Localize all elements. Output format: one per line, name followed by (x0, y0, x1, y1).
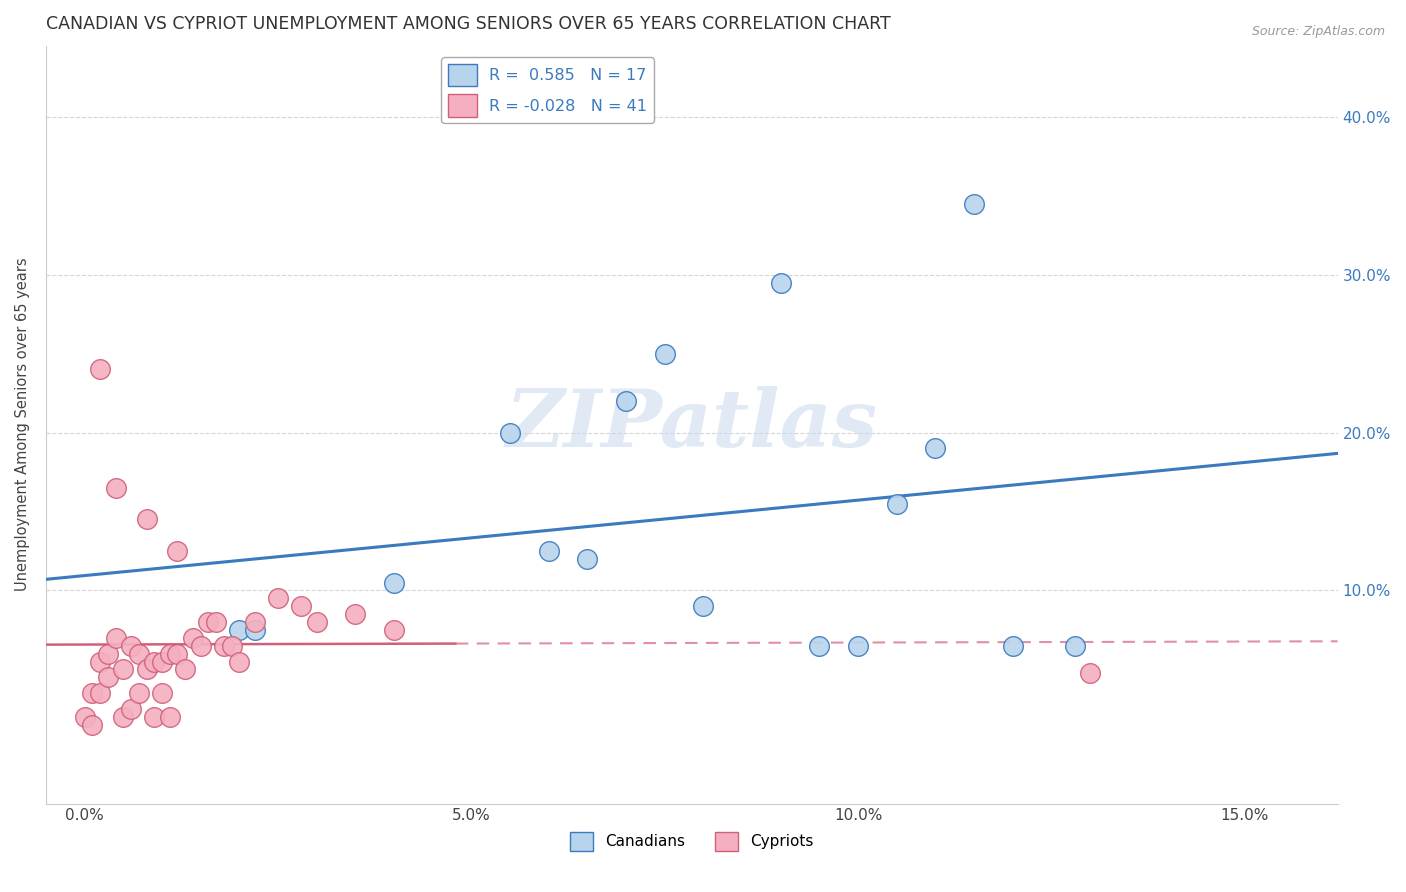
Point (135, 512, 157, 526)
Point (97, 670, 120, 684)
Point (143, 655, 166, 669)
Point (104, 481, 127, 495)
Point (205, 615, 228, 629)
Point (166, 647, 188, 661)
Point (1063, 639, 1085, 653)
Point (159, 647, 181, 661)
Point (104, 631, 127, 645)
Point (120, 639, 142, 653)
Point (290, 599, 312, 614)
Point (128, 647, 150, 661)
Point (97, 647, 120, 661)
Legend: R =  0.585   N = 17, R = -0.028   N = 41: R = 0.585 N = 17, R = -0.028 N = 41 (441, 57, 654, 123)
Point (654, 346, 676, 360)
Point (89, 686, 111, 700)
Point (112, 662, 135, 676)
Point (267, 591, 290, 606)
Point (305, 615, 328, 629)
Point (143, 710, 166, 724)
Point (382, 575, 405, 590)
Point (886, 497, 908, 511)
Point (1001, 639, 1024, 653)
Point (174, 662, 197, 676)
Text: CANADIAN VS CYPRIOT UNEMPLOYMENT AMONG SENIORS OVER 65 YEARS CORRELATION CHART: CANADIAN VS CYPRIOT UNEMPLOYMENT AMONG S… (46, 15, 891, 33)
Point (73, 710, 96, 724)
Point (963, 196, 986, 211)
Point (344, 607, 367, 621)
Point (808, 639, 831, 653)
Point (190, 639, 212, 653)
Point (120, 702, 142, 716)
Point (769, 276, 792, 290)
Point (537, 544, 560, 558)
Point (382, 623, 405, 637)
Point (150, 655, 173, 669)
Y-axis label: Unemployment Among Seniors over 65 years: Unemployment Among Seniors over 65 years (15, 258, 30, 591)
Point (576, 552, 599, 566)
Point (499, 425, 522, 440)
Point (181, 631, 204, 645)
Point (221, 639, 243, 653)
Point (243, 615, 266, 629)
Point (228, 655, 250, 669)
Point (89, 655, 111, 669)
Point (89, 362, 111, 376)
Point (243, 623, 266, 637)
Point (112, 710, 135, 724)
Point (150, 686, 173, 700)
Point (212, 639, 235, 653)
Point (128, 686, 150, 700)
Text: Source: ZipAtlas.com: Source: ZipAtlas.com (1251, 25, 1385, 38)
Point (82, 717, 104, 731)
Point (692, 599, 714, 614)
Text: ZIPatlas: ZIPatlas (506, 386, 877, 463)
Point (159, 710, 181, 724)
Point (197, 615, 219, 629)
Point (228, 623, 250, 637)
Point (924, 442, 946, 456)
Point (614, 394, 637, 409)
Point (166, 544, 188, 558)
Point (135, 662, 157, 676)
Point (846, 639, 869, 653)
Point (82, 686, 104, 700)
Point (1078, 665, 1101, 680)
